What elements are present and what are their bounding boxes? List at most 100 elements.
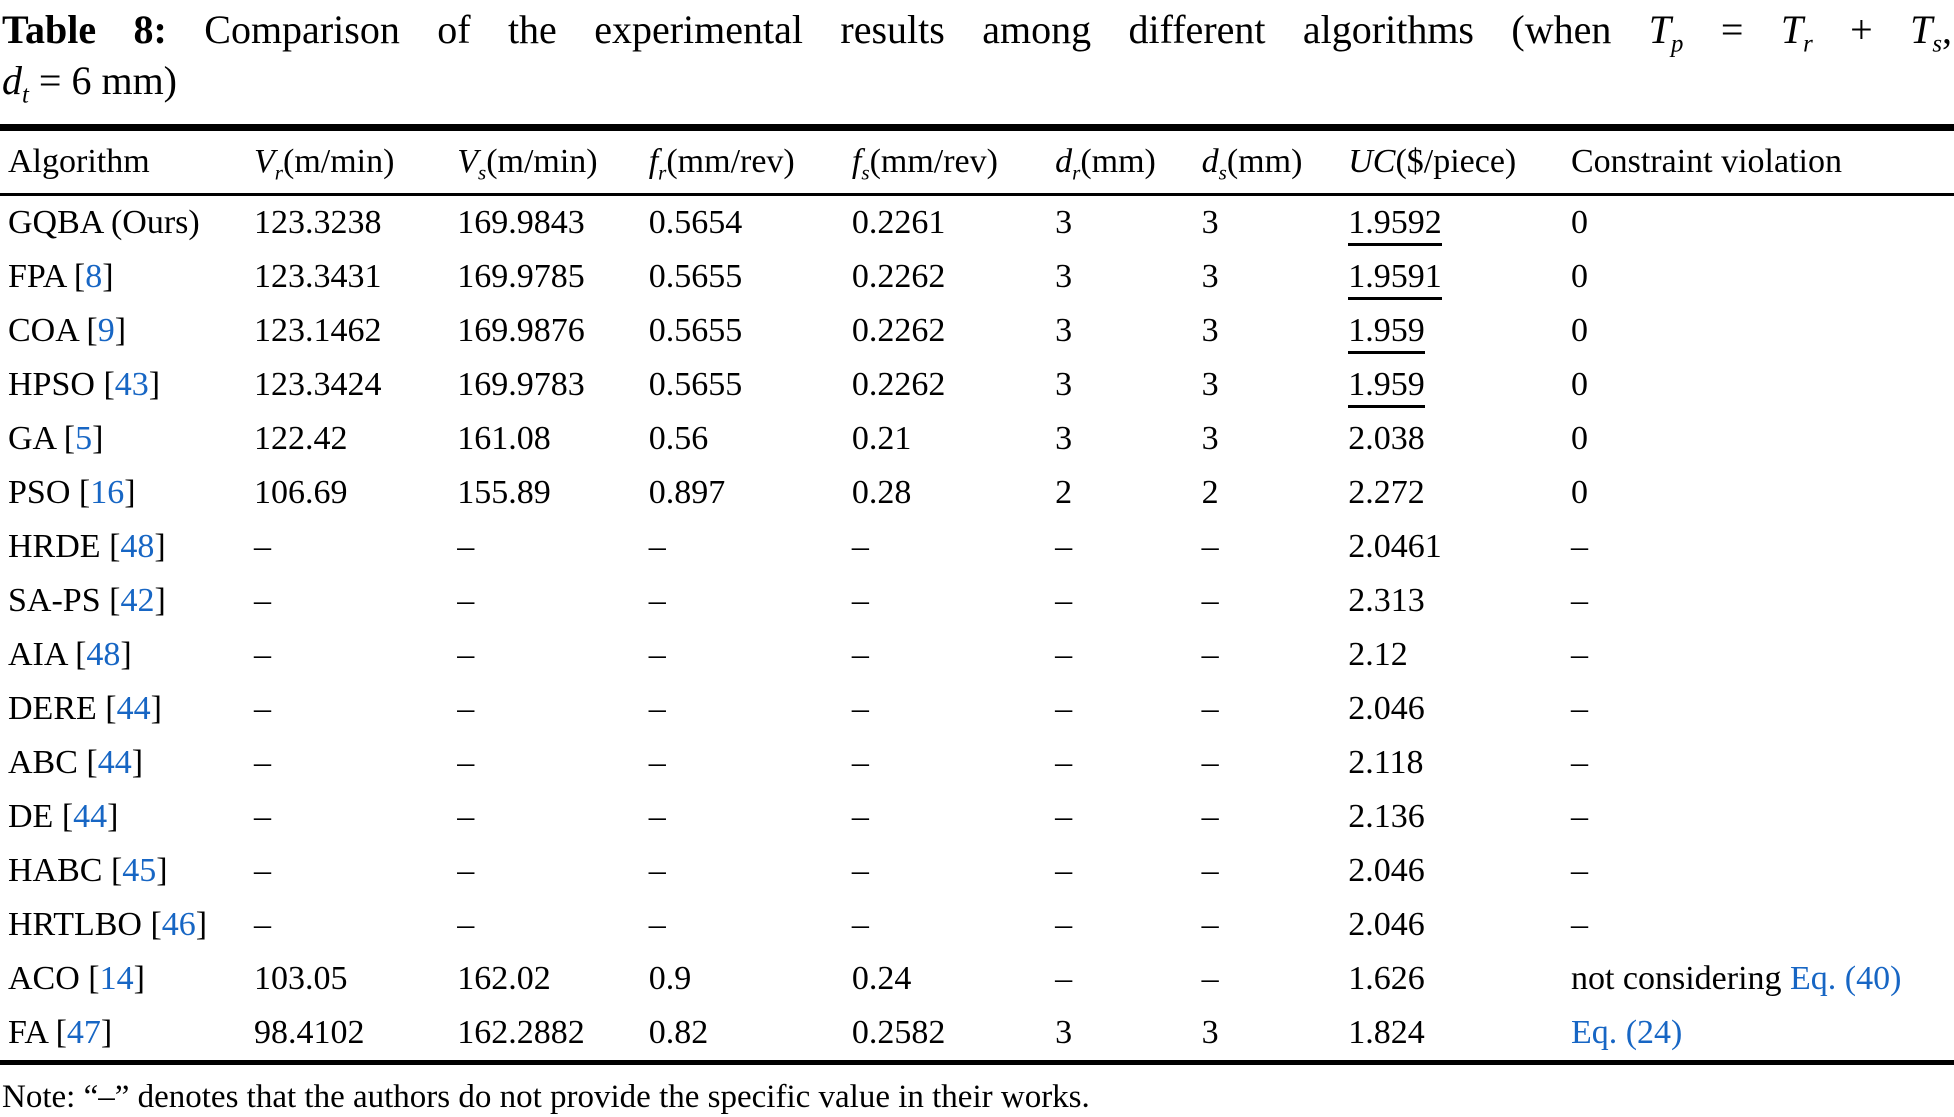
algorithm-cell: AIA [48] [8, 636, 132, 674]
vr-cell: – [254, 852, 272, 890]
algorithm-name: DERE [8, 690, 97, 728]
fr-cell: – [648, 906, 666, 944]
fs-cell: 0.2262 [851, 258, 946, 296]
col-header-uc: UC($/piece) [1348, 127, 1571, 197]
fs-cell: 0.21 [851, 420, 912, 458]
algorithm-name: HRDE [8, 528, 101, 566]
col-unit: (mm/rev) [869, 143, 998, 181]
vs-cell: – [457, 906, 475, 944]
vs-cell: 169.9876 [457, 312, 585, 350]
vr-cell: 106.69 [254, 474, 348, 512]
vs-cell: 155.89 [457, 474, 551, 512]
algorithm-cell: ACO [14] [8, 960, 145, 998]
uc-value: 1.9592 [1348, 204, 1442, 247]
dr-cell: 3 [1055, 366, 1073, 404]
citation-ref[interactable]: 14 [99, 960, 134, 998]
fs-cell: – [851, 528, 869, 566]
constraint-cell: – [1570, 582, 1588, 620]
equation-ref[interactable]: Eq. (24) [1570, 1014, 1683, 1052]
algorithm-cell: DE [44] [8, 798, 119, 836]
fr-cell: 0.5655 [648, 258, 743, 296]
uc-value: 2.12 [1348, 636, 1408, 674]
algorithm-cell: HRDE [48] [8, 528, 166, 566]
algorithm-name: SA-PS [8, 582, 101, 620]
fr-cell: – [648, 636, 666, 674]
table-row: ABC [44] – – – – – – 2.118 – [0, 736, 1954, 790]
citation-ref[interactable]: 42 [120, 582, 155, 620]
header-row: Algorithm Vr(m/min) Vs(m/min) fr(mm/rev) fs(… [0, 127, 1954, 197]
citation-ref[interactable]: 9 [97, 312, 115, 350]
citation-ref[interactable]: 48 [120, 528, 155, 566]
caption-text: = [1683, 7, 1781, 52]
constraint-cell: – [1570, 798, 1588, 836]
uc-value: 2.046 [1348, 906, 1425, 944]
caption-line: dt = 6 mm) [2, 55, 1952, 108]
dr-cell: – [1055, 690, 1073, 728]
vr-cell: 122.42 [254, 420, 348, 458]
table-row: HABC [45] – – – – – – 2.046 – [0, 844, 1954, 898]
math-symbol: UC [1348, 143, 1396, 181]
table-caption: Table 8: Comparison of the experimental … [2, 4, 1952, 108]
ds-cell: – [1201, 690, 1219, 728]
vs-cell: 162.02 [457, 960, 551, 998]
table-row: GA [5] 122.42 161.08 0.56 0.21 3 3 2.038 0 [0, 412, 1954, 466]
fs-cell: 0.24 [851, 960, 912, 998]
uc-cell: 2.272 [1348, 466, 1571, 520]
fs-cell: – [851, 744, 869, 782]
fr-cell: 0.897 [648, 474, 726, 512]
algorithm-name: GA [8, 420, 56, 458]
uc-value: 2.136 [1348, 798, 1425, 836]
vr-cell: – [254, 582, 272, 620]
citation-ref[interactable]: 44 [73, 798, 108, 836]
fr-cell: 0.5655 [648, 366, 743, 404]
citation-ref[interactable]: 44 [97, 744, 132, 782]
vr-cell: 123.3238 [254, 204, 382, 242]
uc-cell: 1.9591 [1348, 250, 1571, 304]
algorithm-name: AIA [8, 636, 67, 674]
dr-cell: – [1055, 906, 1073, 944]
citation-ref[interactable]: 8 [85, 258, 103, 296]
citation-ref[interactable]: 45 [122, 852, 157, 890]
col-unit: (mm) [1080, 143, 1156, 181]
fr-cell: – [648, 852, 666, 890]
col-unit: (mm/rev) [666, 143, 795, 181]
caption-text: , [1942, 7, 1952, 52]
equation-ref[interactable]: Eq. (40) [1790, 960, 1902, 998]
uc-value: 1.626 [1348, 960, 1425, 998]
vr-cell: – [254, 528, 272, 566]
fr-cell: 0.9 [648, 960, 692, 998]
table-body: GQBA (Ours) 123.3238 169.9843 0.5654 0.2261 3… [0, 195, 1954, 1063]
uc-value: 2.038 [1348, 420, 1425, 458]
dr-cell: – [1055, 744, 1073, 782]
citation-ref[interactable]: 16 [90, 474, 125, 512]
uc-value: 2.046 [1348, 852, 1425, 890]
table-row: PSO [16] 106.69 155.89 0.897 0.28 2 2 2.272 0 [0, 466, 1954, 520]
citation-ref[interactable]: 5 [75, 420, 93, 458]
citation-ref[interactable]: 44 [116, 690, 151, 728]
table-row: HRTLBO [46] – – – – – – 2.046 – [0, 898, 1954, 952]
citation-ref[interactable]: 43 [114, 366, 149, 404]
vr-cell: 123.3431 [254, 258, 382, 296]
uc-cell: 2.046 [1348, 844, 1571, 898]
citation-ref[interactable]: 46 [161, 906, 196, 944]
constraint-cell: Eq. (24) [1571, 1006, 1954, 1063]
col-header-fr: fr(mm/rev) [648, 127, 852, 197]
uc-cell: 1.626 [1348, 952, 1571, 1006]
citation-ref[interactable]: 48 [86, 636, 121, 674]
table-row: AIA [48] – – – – – – 2.12 – [0, 628, 1954, 682]
vs-cell: – [457, 690, 475, 728]
constraint-cell: 0 [1570, 258, 1588, 296]
caption-line: Table 8: Comparison of the experimental … [2, 4, 1952, 57]
uc-cell: 1.9592 [1348, 195, 1571, 251]
uc-cell: 2.136 [1348, 790, 1571, 844]
fr-cell: – [648, 528, 666, 566]
dr-cell: 3 [1055, 204, 1073, 242]
vs-cell: – [457, 636, 475, 674]
fs-cell: – [851, 798, 869, 836]
fs-cell: 0.28 [851, 474, 912, 512]
col-unit: (mm) [1226, 143, 1303, 181]
uc-value: 2.272 [1348, 474, 1425, 512]
uc-cell: 2.118 [1348, 736, 1571, 790]
ds-cell: 3 [1201, 420, 1219, 458]
citation-ref[interactable]: 47 [66, 1014, 101, 1052]
